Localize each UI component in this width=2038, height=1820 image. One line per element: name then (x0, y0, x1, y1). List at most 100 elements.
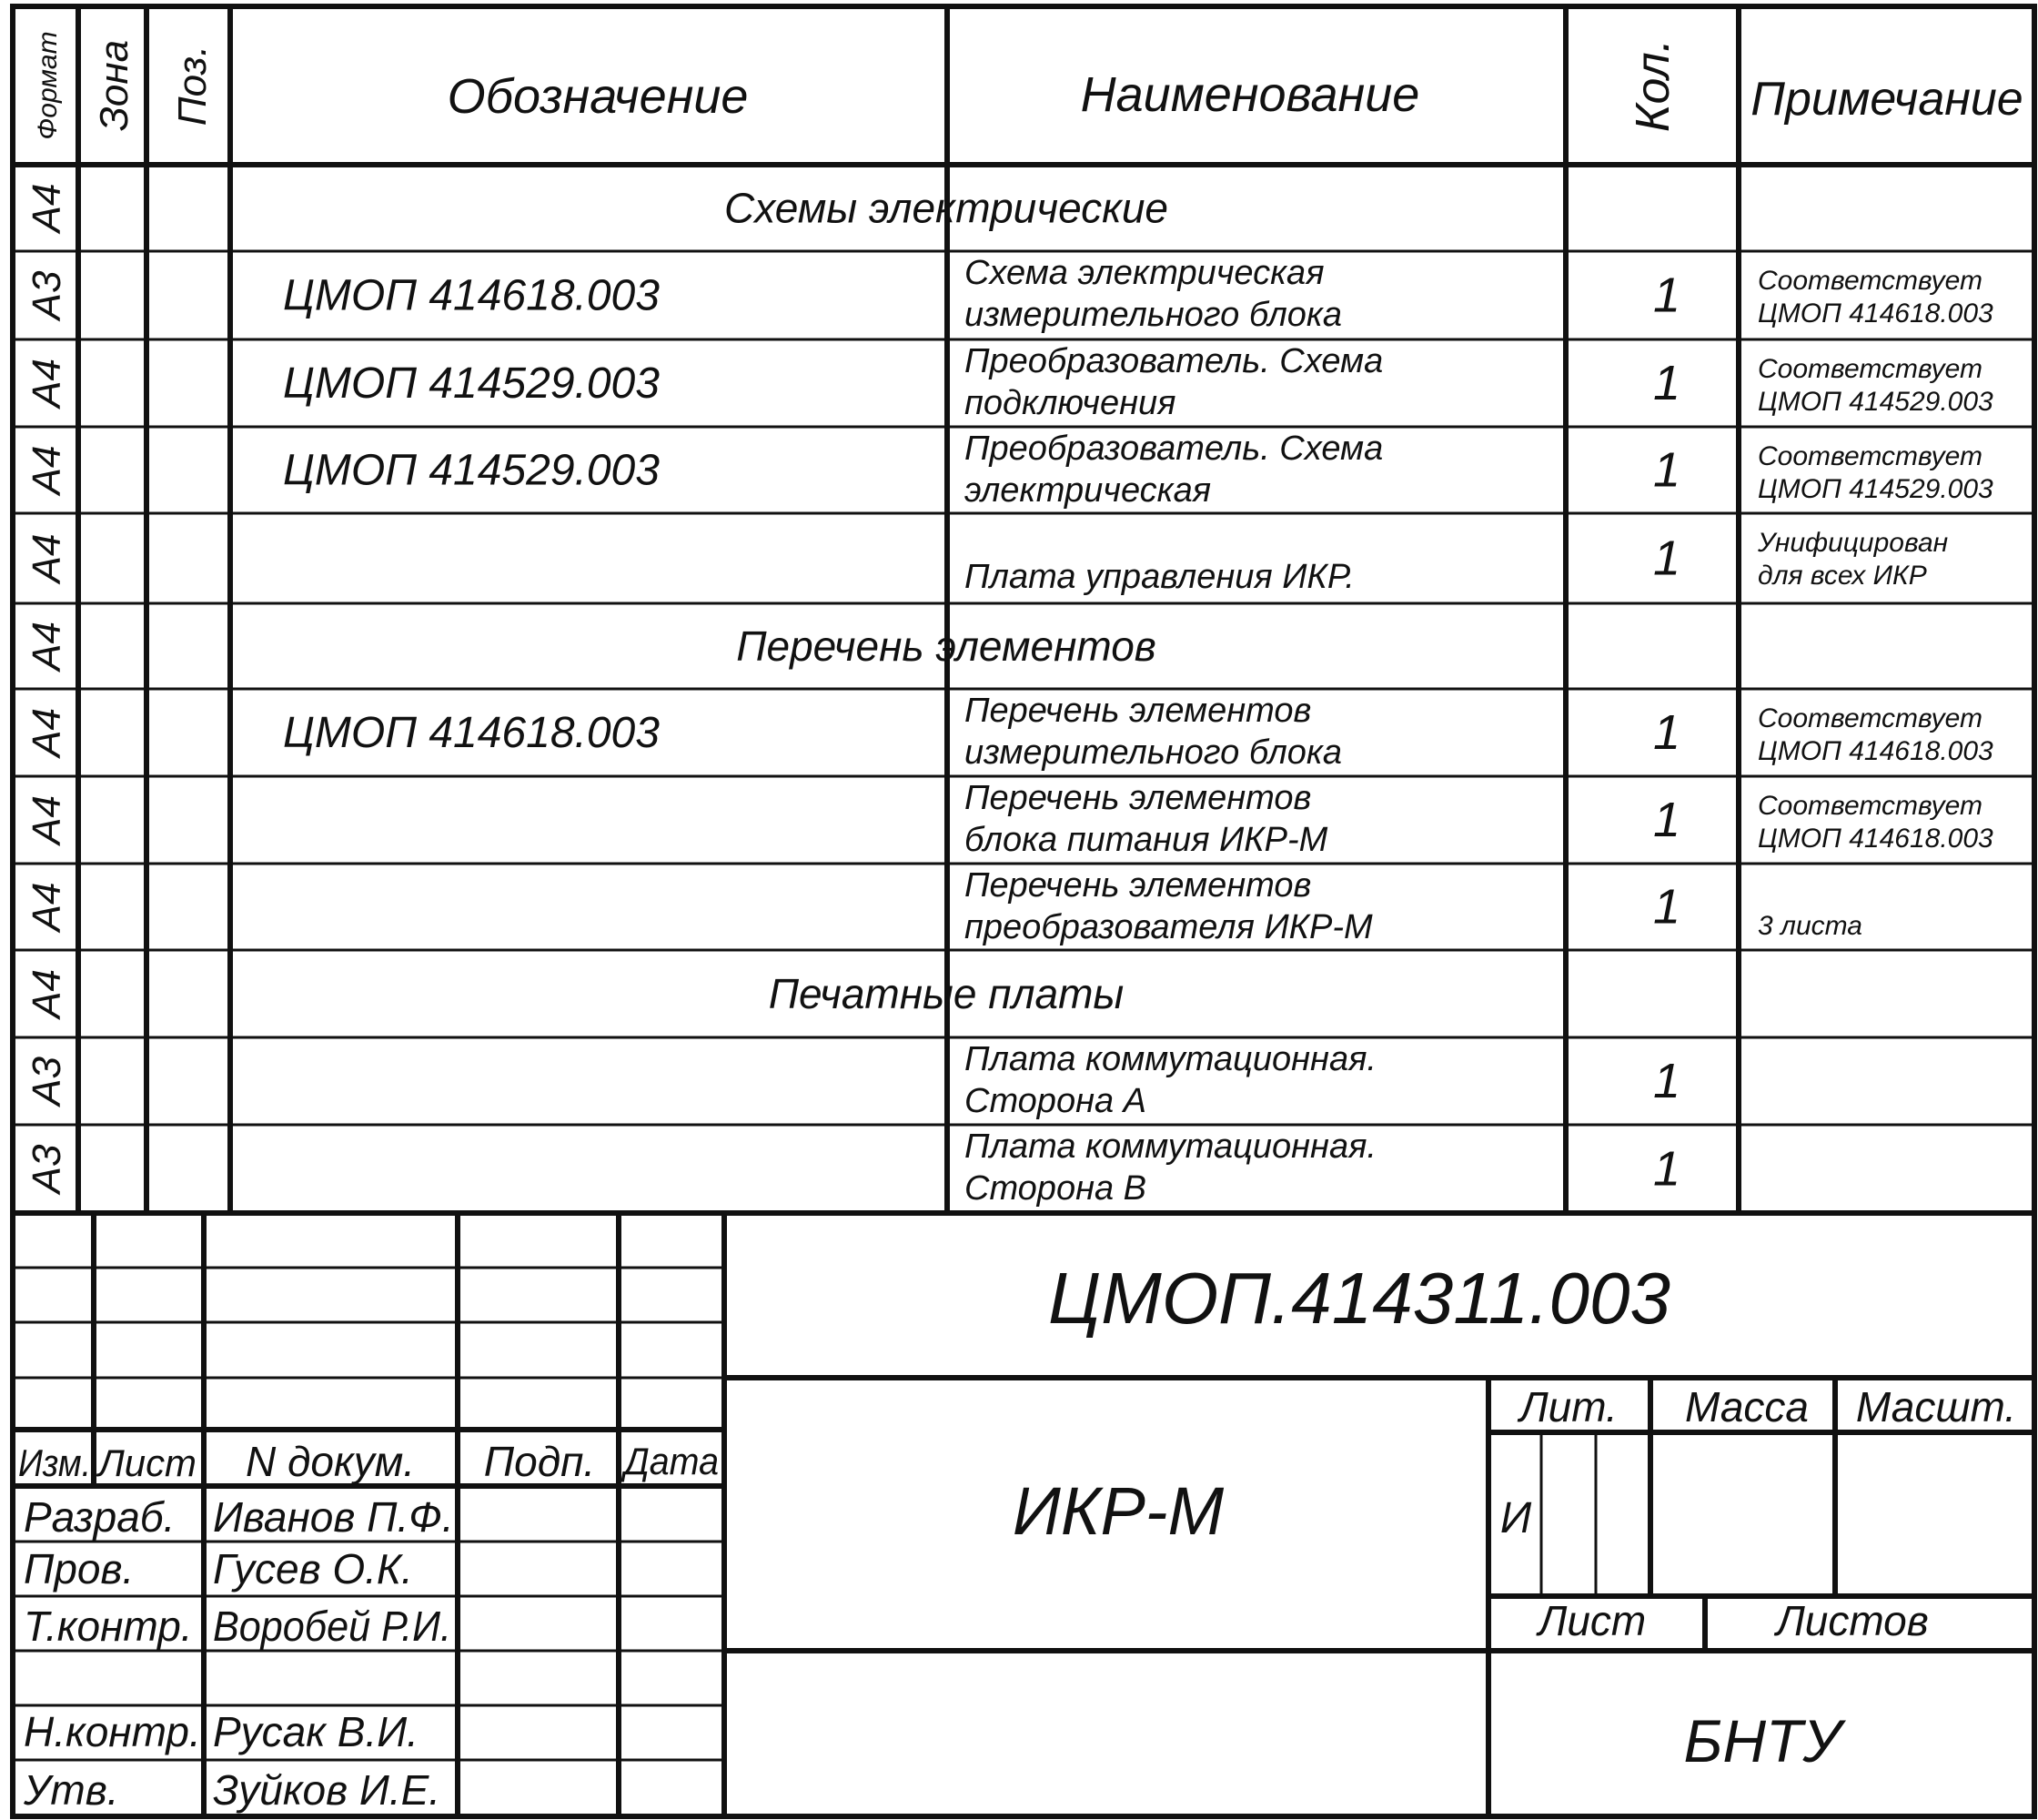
approval-roles: Разраб. Иванов П.Ф. Пров. Гусев О.К. Т.контр… (23, 1493, 454, 1814)
name-line: Сторона В (964, 1169, 1146, 1208)
format-cell: А4 (25, 184, 69, 236)
name-line: подключения (964, 384, 1175, 422)
approval-row: Н.контр. Русак В.И. (24, 1708, 419, 1755)
name-line: Перечень элементов (964, 692, 1311, 730)
name-line: преобразователя ИКР-М (964, 908, 1373, 946)
person-name: Воробей Р.И. (213, 1603, 451, 1650)
quantity-cell: 1 (1653, 1054, 1680, 1108)
person-name: Иванов П.Ф. (213, 1493, 454, 1541)
name-line: электрическая (964, 471, 1211, 510)
designation-cell: ЦМОП 414529.003 (283, 359, 660, 408)
quantity-cell: 1 (1653, 443, 1680, 498)
person-name: Русак В.И. (213, 1708, 419, 1755)
quantity-cell: 1 (1653, 1142, 1680, 1197)
format-cell: А4 (25, 446, 69, 498)
quantity-cell: 1 (1653, 793, 1680, 847)
col-date: Дата (620, 1440, 719, 1482)
role-label: Н.контр. (24, 1708, 201, 1755)
note-line: ЦМОП 414529.003 (1758, 387, 1993, 417)
designation-cell: ЦМОП 414529.003 (283, 447, 660, 495)
table-row: А4 Печатные платы (25, 969, 1124, 1021)
name-line: измерительного блока (964, 296, 1342, 334)
organization: БНТУ (1683, 1707, 1846, 1774)
note-line: Соответствует (1758, 354, 1983, 384)
quantity-cell: 1 (1653, 880, 1680, 935)
format-cell: А4 (25, 883, 69, 935)
section-title: Перечень элементов (736, 622, 1156, 670)
section-title: Печатные платы (769, 970, 1125, 1017)
header-note: Примечание (1750, 73, 2023, 126)
format-cell: А4 (25, 534, 69, 586)
name-line: Перечень элементов (964, 866, 1311, 905)
approval-row: Разраб. Иванов П.Ф. (24, 1493, 454, 1541)
approval-row: Т.контр. Воробей Р.И. (24, 1603, 451, 1650)
quantity-cell: 1 (1653, 268, 1680, 323)
quantity-cell: 1 (1653, 705, 1680, 760)
col-sheet: Лист (96, 1441, 197, 1484)
format-cell: А4 (25, 708, 69, 760)
col-change: Изм. (18, 1441, 91, 1484)
role-label: Утв. (23, 1766, 119, 1814)
note-line: Унифицирован (1757, 528, 1948, 558)
outer-border (10, 4, 2037, 1819)
format-cell: А4 (25, 969, 69, 1021)
designation-cell: ЦМОП 414618.003 (283, 272, 660, 320)
table-row: А4 Плата управления ИКР. 1 Унифицировандля … (25, 528, 1948, 596)
note-line: Соответствует (1758, 441, 1983, 471)
table-row: А3 Плата коммутационная.Сторона В 1 (25, 1127, 1680, 1208)
role-label: Разраб. (24, 1493, 175, 1541)
name-line: Преобразователь. Схема (964, 430, 1383, 468)
designation-cell: ЦМОП 414618.003 (283, 709, 660, 757)
note-line: 3 листа (1758, 911, 1862, 941)
table-row: А4 Перечень элементов (25, 622, 1156, 673)
format-cell: А4 (25, 795, 69, 847)
name-line: Сторона А (964, 1082, 1146, 1120)
name-line: Плата коммутационная. (964, 1127, 1377, 1166)
letter-value: И (1500, 1494, 1532, 1542)
approval-row: Утв. Зуйков И.Е. (23, 1766, 440, 1814)
format-cell: А4 (25, 622, 69, 673)
document-code: ЦМОП.414311.003 (1048, 1258, 1670, 1339)
mass-label: Масса (1685, 1383, 1809, 1431)
header-quantity: Кол. (1627, 39, 1680, 132)
format-cell: А3 (25, 1144, 69, 1196)
table-row: А4 ЦМОП 414529.003 Преобразователь. Схема п… (25, 342, 1993, 422)
sheets-label: Листов (1773, 1597, 1929, 1644)
header-designation: Обозначение (448, 69, 749, 124)
quantity-cell: 1 (1653, 356, 1680, 410)
col-doc-number: N докум. (246, 1438, 415, 1485)
note-line: Соответствует (1758, 266, 1983, 296)
sheet-label: Лист (1536, 1597, 1646, 1644)
role-label: Пров. (24, 1545, 134, 1592)
header-zone: Зона (92, 40, 136, 131)
note-line: ЦМОП 414618.003 (1758, 824, 1993, 854)
role-label: Т.контр. (24, 1603, 193, 1650)
format-cell: А3 (25, 1057, 69, 1108)
spec-rows: А4 Схемы электрические А3 ЦМОП 414618.003 Сх… (25, 184, 1993, 1208)
note-line: Соответствует (1758, 791, 1983, 821)
name-line: Схема электрическая (964, 254, 1325, 292)
product-name: ИКР-М (1013, 1473, 1225, 1549)
name-line: измерительного блока (964, 733, 1342, 772)
note-line: ЦМОП 414529.003 (1758, 474, 1993, 504)
header-format: Формат (33, 31, 63, 139)
quantity-cell: 1 (1653, 531, 1680, 586)
name-line: блока питания ИКР-М (964, 821, 1328, 859)
table-row: А3 Плата коммутационная. Сторона А 1 (25, 1040, 1680, 1120)
name-line: Плата управления ИКР. (964, 558, 1355, 596)
person-name: Гусев О.К. (213, 1545, 413, 1592)
header-name: Наименование (1081, 67, 1420, 122)
header-position: Поз. (170, 46, 215, 126)
note-line: ЦМОП 414618.003 (1758, 736, 1993, 766)
person-name: Зуйков И.Е. (213, 1766, 440, 1814)
table-row: А4 ЦМОП 414529.003 Преобразователь. Схемаэ… (25, 430, 1993, 510)
table-row: А4 Схемы электрические (25, 184, 1168, 236)
approval-row: Пров. Гусев О.К. (24, 1545, 413, 1592)
format-cell: А3 (25, 270, 69, 322)
col-signature: Подп. (484, 1438, 595, 1485)
note-line: Соответствует (1758, 703, 1983, 733)
table-row: А3 ЦМОП 414618.003 Схема электрическая изме… (25, 254, 1993, 334)
name-line: Преобразователь. Схема (964, 342, 1383, 380)
